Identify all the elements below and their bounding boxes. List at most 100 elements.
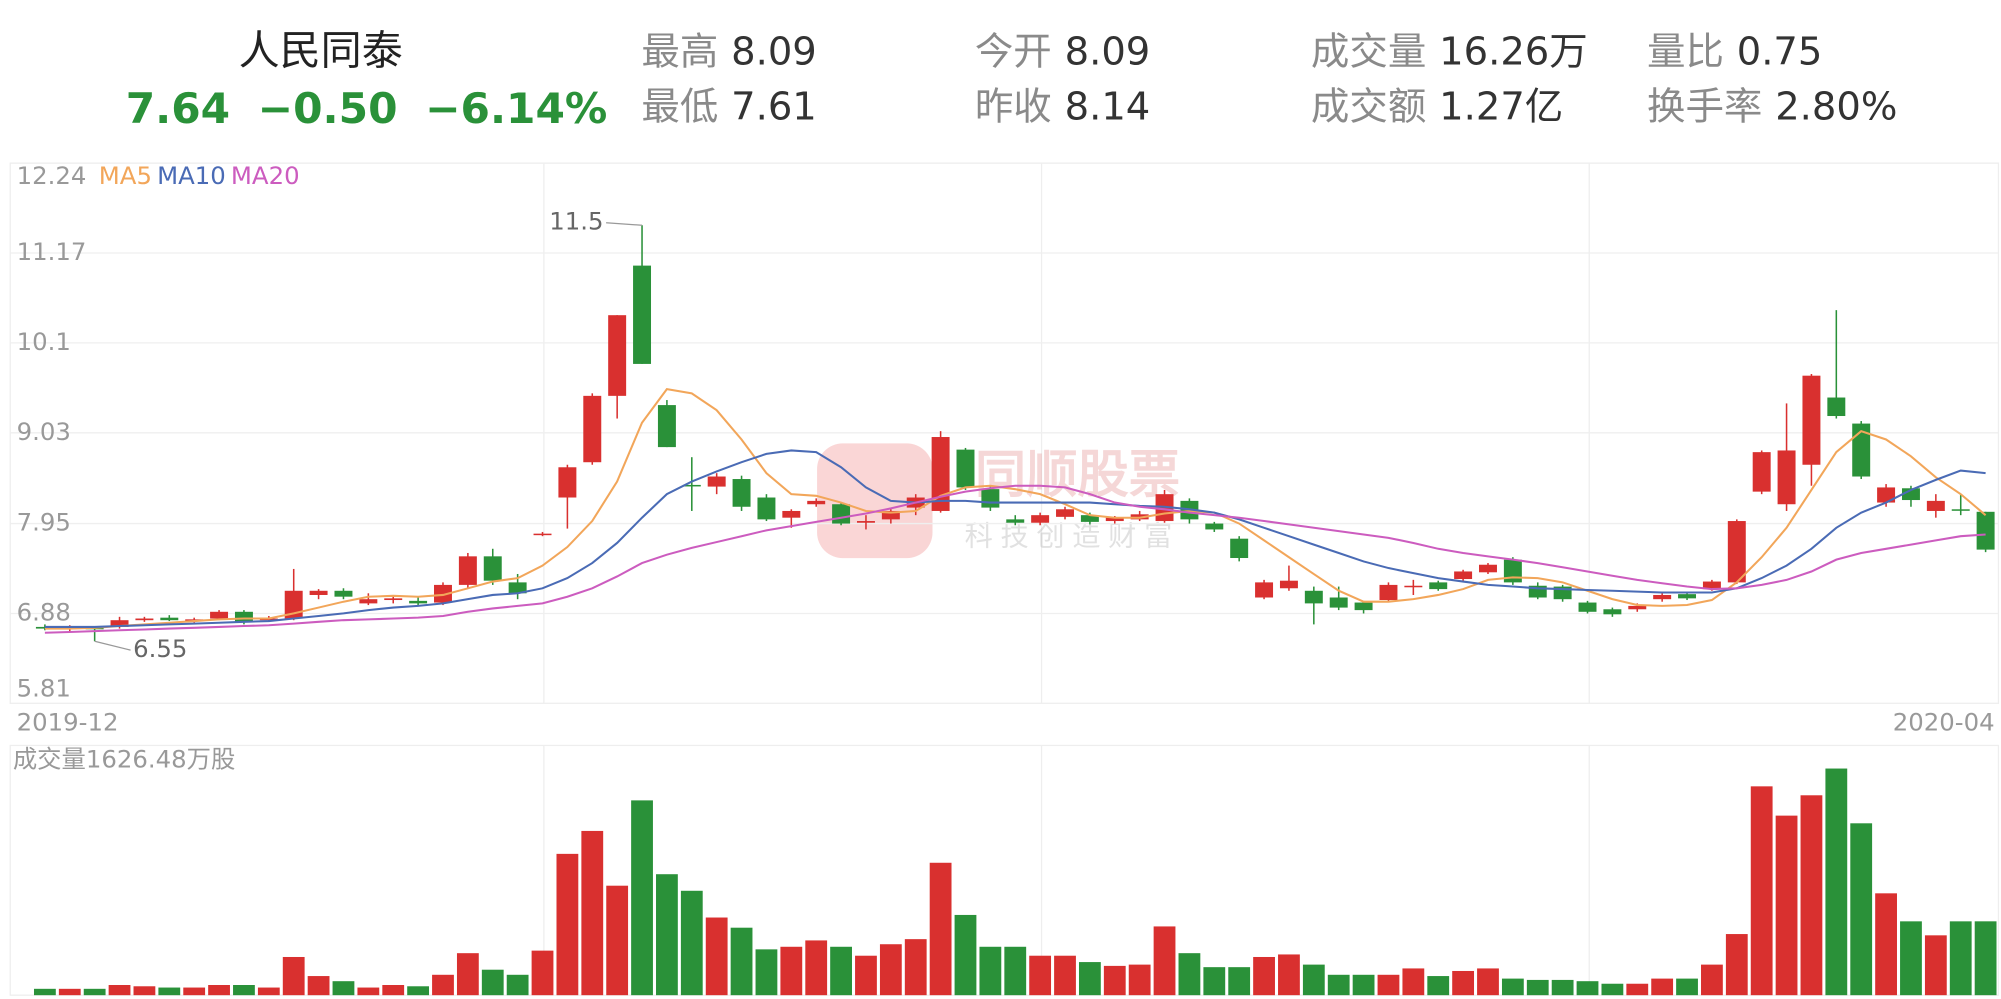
volume-bar xyxy=(233,985,255,996)
volume-bar xyxy=(1203,967,1226,996)
candle-body xyxy=(508,582,527,594)
volume-bar xyxy=(1626,983,1649,996)
stat-value: 8.14 xyxy=(1065,84,1151,129)
candle-body xyxy=(1976,511,1995,550)
stat-value: 8.09 xyxy=(731,29,817,74)
y-tick-label: 9.03 xyxy=(17,417,71,446)
volume-bar xyxy=(556,853,579,996)
candle-body xyxy=(1205,523,1224,530)
volume-bar xyxy=(904,939,927,996)
candle-body xyxy=(1279,580,1298,589)
stat-label: 量比 xyxy=(1647,29,1724,74)
change: −0.50 xyxy=(258,83,398,132)
candle-body xyxy=(1603,609,1622,615)
volume-bar xyxy=(1800,795,1823,996)
candle-body xyxy=(1901,488,1920,501)
volume-bar xyxy=(1352,974,1375,996)
volume-bar xyxy=(979,946,1002,996)
volume-bar xyxy=(158,987,181,996)
stats: 最高 8.09 今开 8.09 成交量 16.26万 量比 0.75 最低 7.61 昨收 8.14 成… xyxy=(641,29,1897,129)
candle-body xyxy=(533,533,552,536)
stat-label: 最低 xyxy=(641,84,718,129)
volume-bar xyxy=(581,830,604,996)
price: 7.64 xyxy=(126,83,230,132)
volume-bar xyxy=(1004,946,1027,996)
volume-bar xyxy=(83,988,106,996)
candle-body xyxy=(931,437,950,511)
x-tick-label: 2020-04 xyxy=(1893,708,1995,737)
volume-bar xyxy=(506,974,529,996)
stat: 最低 7.61 xyxy=(641,84,816,129)
candle-body xyxy=(1080,515,1099,522)
volume-bar xyxy=(1526,979,1549,996)
volume-bar xyxy=(108,985,131,996)
y-tick-label: 5.81 xyxy=(17,673,71,702)
volume-bar xyxy=(1402,968,1425,996)
candle-body xyxy=(384,598,403,601)
candle-body xyxy=(981,489,1000,508)
candle-body xyxy=(757,497,776,520)
candle-body xyxy=(483,556,502,581)
stat-value: 16.26万 xyxy=(1439,29,1588,74)
volume-bar xyxy=(1750,786,1773,996)
stat-value: 2.80% xyxy=(1775,84,1897,129)
stat-value: 8.09 xyxy=(1065,29,1151,74)
volume-title: 成交量1626.48万股 xyxy=(13,745,236,774)
candle-body xyxy=(807,500,826,505)
stat-label: 换手率 xyxy=(1647,84,1762,129)
volume-bar xyxy=(1078,962,1101,996)
volume-bar xyxy=(1701,964,1723,996)
volume-bar xyxy=(133,986,156,996)
legend-entry: MA5 xyxy=(99,161,152,190)
volume-bar xyxy=(456,953,479,996)
y-tick-label: 6.88 xyxy=(17,598,71,627)
candle-body xyxy=(956,449,975,488)
volume-bar xyxy=(1228,967,1251,996)
candle-body xyxy=(682,484,701,487)
volume-bar xyxy=(1949,921,1972,996)
volume-bar xyxy=(1477,968,1499,996)
stat-label: 成交额 xyxy=(1311,84,1426,129)
candle-body xyxy=(1653,594,1672,600)
volume-bar xyxy=(208,985,230,996)
volume-bar xyxy=(58,988,81,996)
volume-bar xyxy=(879,944,902,996)
volume-bar xyxy=(1825,768,1848,996)
stat-label: 今开 xyxy=(975,29,1052,74)
volume-bar xyxy=(481,969,504,996)
candle-body xyxy=(135,618,154,621)
volume-bar xyxy=(1875,893,1897,996)
volume-bar xyxy=(531,950,554,996)
volume-bar xyxy=(1178,953,1201,996)
candle-body xyxy=(334,590,353,597)
candle-body xyxy=(234,611,253,622)
volume-bar xyxy=(780,946,803,996)
candle-body xyxy=(1827,397,1846,417)
candle-body xyxy=(558,467,577,498)
candle-body xyxy=(657,405,676,448)
volume-bar xyxy=(1924,935,1947,996)
volume-bar xyxy=(282,956,305,996)
candle-body xyxy=(1802,375,1821,465)
stat-label: 昨收 xyxy=(975,84,1052,129)
watermark-title: 同顺股票 xyxy=(975,446,1180,505)
volume-bar xyxy=(1153,926,1176,996)
volume-bar xyxy=(830,946,852,996)
candle-body xyxy=(1479,564,1497,573)
volume-bar xyxy=(1377,974,1400,996)
candle-body xyxy=(856,521,875,523)
candle-body xyxy=(1404,585,1423,588)
volume-bar xyxy=(805,940,828,996)
high-marker-line xyxy=(606,222,643,226)
candle-body xyxy=(608,315,627,396)
candle-body xyxy=(1702,581,1721,590)
volume-bar xyxy=(1900,921,1922,996)
y-tick-label: 10.1 xyxy=(17,327,71,356)
candle-body xyxy=(1255,582,1274,598)
stat-label: 成交量 xyxy=(1311,29,1426,74)
quote-line: 7.64 −0.50 −6.14% xyxy=(126,83,608,132)
candle-body xyxy=(1752,452,1771,492)
stat: 换手率 2.80% xyxy=(1647,84,1897,129)
volume-bar xyxy=(1576,981,1599,996)
